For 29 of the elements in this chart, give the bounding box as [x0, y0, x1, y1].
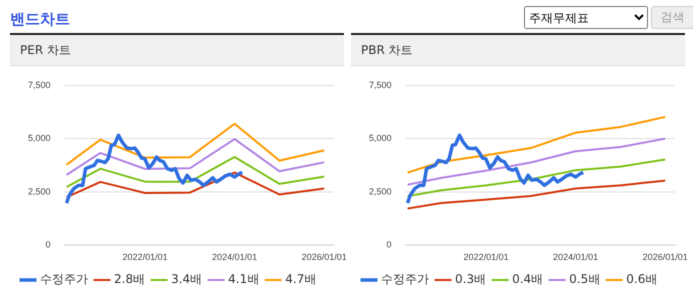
legend-label: 0.5배 [569, 272, 600, 286]
y-tick-label: 2,500 [28, 186, 51, 196]
legend-label: 4.7배 [285, 272, 316, 286]
legend-label: 수정주가 [40, 272, 88, 286]
x-tick-label: 2022/01/01 [122, 252, 168, 262]
legend-label: 0.6배 [626, 272, 658, 286]
y-tick-label: 7,500 [368, 80, 392, 90]
y-tick-label: 5,000 [28, 133, 51, 144]
x-tick-label: 2026/01/01 [302, 252, 347, 262]
text: 주재무제표 [524, 6, 648, 29]
legend-label: 0.4배 [512, 272, 544, 286]
x-tick-label: 2024/01/01 [212, 252, 258, 262]
y-tick-label: 0 [46, 240, 51, 250]
chart-title: PBR 차트 [351, 35, 685, 66]
text: 밴드차트 [10, 10, 70, 29]
y-tick-label: 7,500 [28, 80, 51, 90]
legend-label: 0.3배 [455, 272, 486, 286]
y-tick-label: 5,000 [368, 133, 392, 144]
legend-label: 수정주가 [381, 272, 429, 286]
y-tick-label: 0 [386, 240, 392, 250]
chart-title: PER 차트 [10, 35, 344, 66]
legend-label: 3.4배 [171, 272, 202, 286]
x-tick-label: 2026/01/01 [642, 252, 688, 262]
text: 검색 [651, 6, 693, 29]
x-tick-label: 2022/01/01 [464, 252, 509, 262]
y-tick-label: 2,500 [368, 186, 392, 196]
legend-label: 2.8배 [114, 272, 146, 286]
legend-label: 4.1배 [228, 272, 260, 286]
x-tick-label: 2024/01/01 [553, 252, 598, 262]
